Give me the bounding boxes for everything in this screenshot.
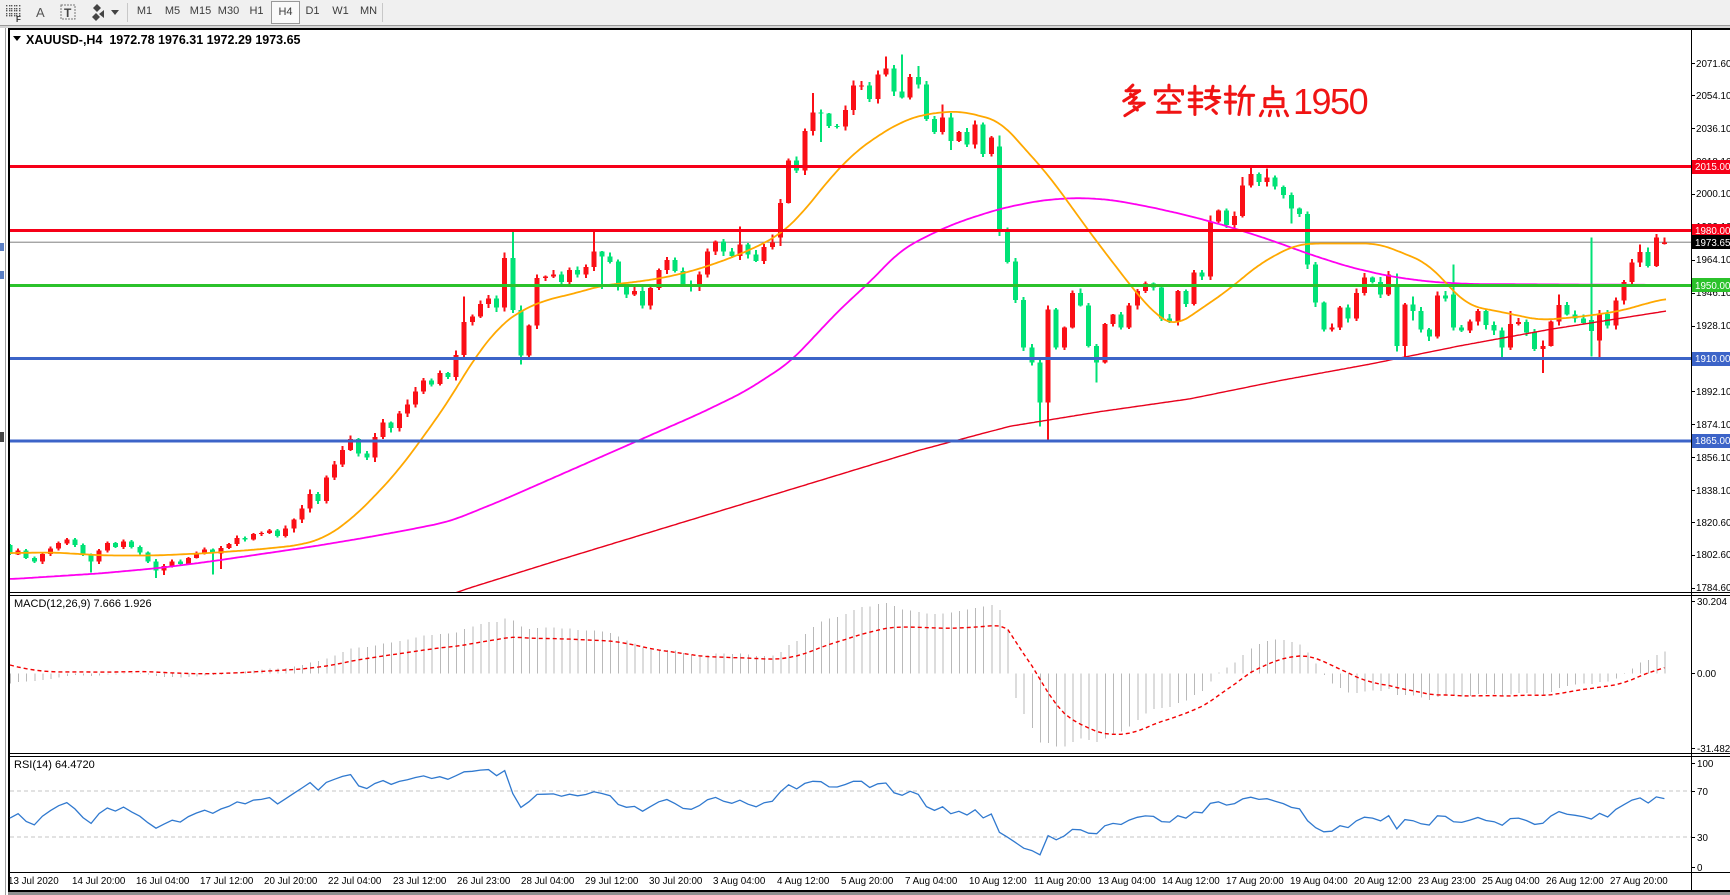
svg-text:23 Aug 23:00: 23 Aug 23:00 (1418, 876, 1476, 887)
svg-text:13 Aug 04:00: 13 Aug 04:00 (1098, 876, 1156, 887)
svg-text:F: F (16, 15, 21, 24)
svg-text:2071.60: 2071.60 (1696, 59, 1730, 70)
svg-text:26 Aug 12:00: 26 Aug 12:00 (1546, 876, 1604, 887)
svg-text:0.00: 0.00 (1697, 669, 1717, 680)
svg-text:22 Jul 04:00: 22 Jul 04:00 (328, 876, 382, 887)
svg-text:1856.10: 1856.10 (1696, 453, 1730, 464)
svg-text:RSI(14) 64.4720: RSI(14) 64.4720 (14, 759, 95, 771)
svg-text:1980.00: 1980.00 (1695, 226, 1730, 237)
svg-text:1892.10: 1892.10 (1696, 387, 1730, 398)
svg-text:2054.10: 2054.10 (1696, 91, 1730, 102)
svg-text:1874.10: 1874.10 (1696, 420, 1730, 431)
svg-text:1865.00: 1865.00 (1695, 436, 1730, 447)
svg-text:-31.482: -31.482 (1697, 744, 1730, 755)
svg-text:A: A (36, 5, 45, 20)
svg-text:30.204: 30.204 (1697, 597, 1728, 608)
svg-text:1820.60: 1820.60 (1696, 518, 1730, 529)
svg-text:30 Jul 20:00: 30 Jul 20:00 (649, 876, 703, 887)
svg-text:11 Aug 20:00: 11 Aug 20:00 (1034, 876, 1092, 887)
svg-text:25 Aug 04:00: 25 Aug 04:00 (1482, 876, 1540, 887)
svg-text:26 Jul 23:00: 26 Jul 23:00 (457, 876, 511, 887)
svg-text:1928.10: 1928.10 (1696, 321, 1730, 332)
svg-text:1838.10: 1838.10 (1696, 486, 1730, 497)
svg-text:2000.10: 2000.10 (1696, 189, 1730, 200)
svg-text:XAUUSD-,H4 1972.78 1976.31 19: XAUUSD-,H4 1972.78 1976.31 1972.29 1973.… (26, 33, 301, 47)
svg-text:13 Jul 2020: 13 Jul 2020 (8, 876, 59, 887)
svg-text:5 Aug 20:00: 5 Aug 20:00 (841, 876, 894, 887)
svg-text:1946.10: 1946.10 (1696, 288, 1730, 299)
svg-text:30: 30 (1697, 833, 1708, 844)
svg-text:4 Aug 12:00: 4 Aug 12:00 (777, 876, 830, 887)
svg-text:MACD(12,26,9) 7.666 1.926: MACD(12,26,9) 7.666 1.926 (14, 598, 152, 610)
svg-text:2036.10: 2036.10 (1696, 124, 1730, 135)
svg-text:27 Aug 20:00: 27 Aug 20:00 (1610, 876, 1668, 887)
svg-text:19 Aug 04:00: 19 Aug 04:00 (1290, 876, 1348, 887)
svg-text:1802.60: 1802.60 (1696, 550, 1730, 561)
svg-text:0: 0 (1697, 863, 1703, 874)
svg-text:16 Jul 04:00: 16 Jul 04:00 (136, 876, 190, 887)
svg-text:7 Aug 04:00: 7 Aug 04:00 (905, 876, 958, 887)
svg-text:1784.60: 1784.60 (1696, 583, 1730, 594)
svg-text:14 Aug 12:00: 14 Aug 12:00 (1162, 876, 1220, 887)
svg-text:20 Jul 20:00: 20 Jul 20:00 (264, 876, 318, 887)
svg-text:3 Aug 04:00: 3 Aug 04:00 (713, 876, 766, 887)
svg-text:1964.10: 1964.10 (1696, 255, 1730, 266)
svg-text:23 Jul 12:00: 23 Jul 12:00 (393, 876, 447, 887)
svg-text:1910.00: 1910.00 (1695, 354, 1730, 365)
svg-text:1950.00: 1950.00 (1695, 281, 1730, 292)
svg-text:29 Jul 12:00: 29 Jul 12:00 (585, 876, 639, 887)
svg-text:2015.00: 2015.00 (1695, 162, 1730, 173)
svg-text:20 Aug 12:00: 20 Aug 12:00 (1354, 876, 1412, 887)
svg-text:10 Aug 12:00: 10 Aug 12:00 (969, 876, 1027, 887)
svg-text:17 Jul 12:00: 17 Jul 12:00 (200, 876, 254, 887)
svg-text:14 Jul 20:00: 14 Jul 20:00 (72, 876, 126, 887)
svg-text:1973.65: 1973.65 (1695, 238, 1730, 249)
svg-text:1950: 1950 (1293, 81, 1368, 122)
svg-text:100: 100 (1697, 759, 1714, 770)
svg-text:28 Jul 04:00: 28 Jul 04:00 (521, 876, 575, 887)
svg-text:T: T (64, 6, 72, 20)
svg-text:70: 70 (1697, 787, 1708, 798)
svg-text:17 Aug 20:00: 17 Aug 20:00 (1226, 876, 1284, 887)
